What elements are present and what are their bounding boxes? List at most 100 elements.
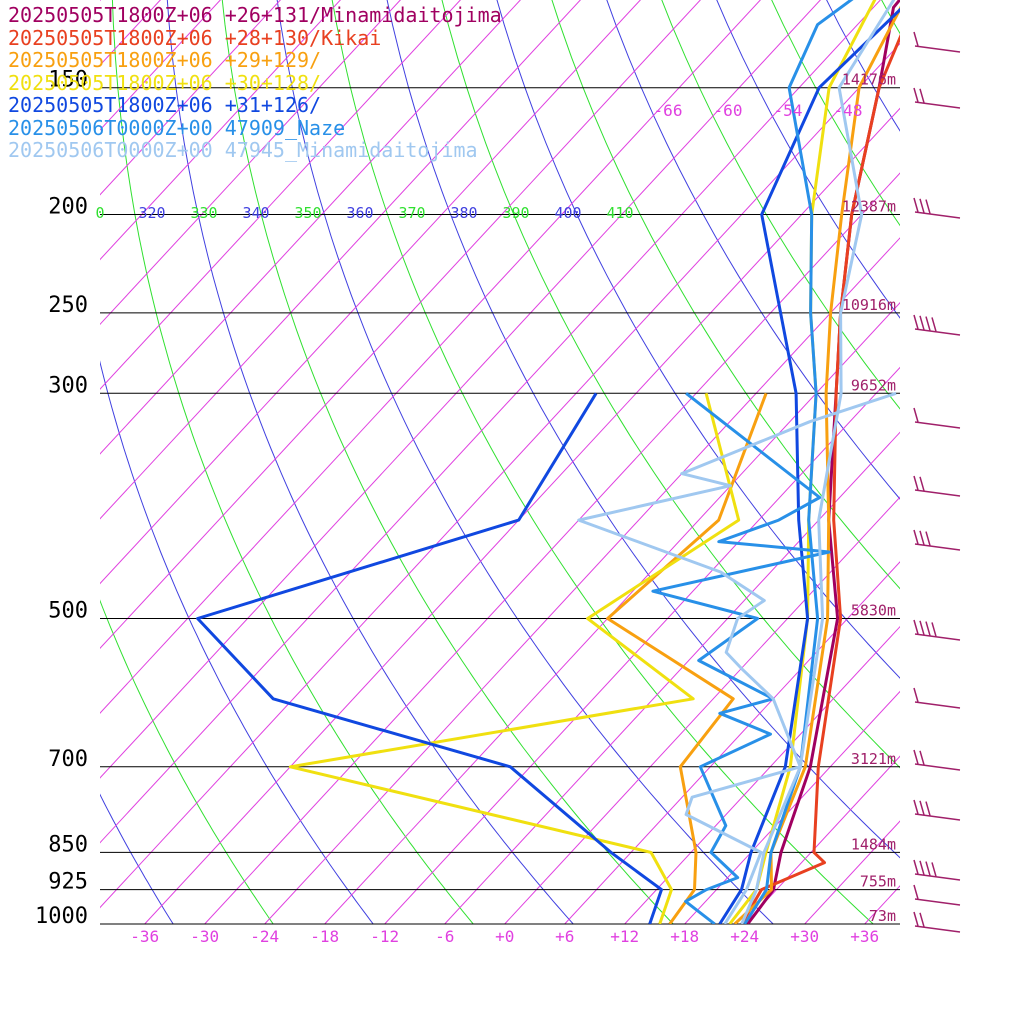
barb-shaft: [914, 421, 961, 429]
temperature-line: [740, 33, 900, 924]
wind-barb: [913, 619, 961, 641]
dry-adiabat: [100, 360, 374, 924]
barb-flag: [925, 621, 931, 636]
barb-flag: [913, 884, 919, 900]
isotherm: [384, 366, 900, 924]
theta-label: 410: [606, 204, 633, 222]
barb-flag: [925, 531, 931, 546]
barb-flag: [919, 530, 925, 546]
barb-flag: [913, 911, 919, 927]
isotherm: [744, 755, 900, 924]
legend-item: 20250506T0000Z+00 47945_Minamidaitojima: [8, 138, 478, 162]
barb-flag: [913, 799, 919, 815]
temp-tick-label: +18: [670, 927, 699, 946]
legend-item: 20250505T1800Z+06 +31+126/: [8, 93, 322, 117]
barb-flag: [919, 750, 925, 766]
wind-barb: [913, 314, 961, 336]
isotherm: [444, 431, 900, 924]
pressure-label: 300: [48, 373, 88, 398]
height-label: 73m: [869, 907, 896, 925]
temp-tick-label: +24: [730, 927, 759, 946]
wind-barb: [913, 407, 961, 429]
pressure-label: 500: [48, 598, 88, 623]
temp-tick-label: +36: [850, 927, 879, 946]
barb-shaft: [914, 701, 961, 709]
pressure-label: 200: [48, 195, 88, 220]
temp-tick-label: -30: [190, 927, 219, 946]
isotherm: [324, 301, 900, 924]
theta-label: 340: [242, 204, 269, 222]
wind-barb: [913, 475, 961, 497]
barb-flag: [919, 476, 925, 492]
height-label: 10916m: [842, 296, 896, 314]
temp-tick-label: +30: [790, 927, 819, 946]
upper-temp-label: -60: [714, 101, 743, 120]
temp-tick-label: -36: [130, 927, 159, 946]
temperature-line: [740, 0, 896, 924]
legend: 20250505T1800Z+06 +26+131/Minamidaitojim…: [8, 4, 502, 162]
isotherm: [985, 0, 1024, 924]
isotherm: [564, 561, 900, 924]
wind-barb: [913, 87, 961, 109]
legend-item: 20250505T1800Z+06 +30+128/: [8, 70, 322, 95]
barb-flag: [931, 622, 937, 637]
wind-barb: [913, 884, 961, 906]
height-label: 755m: [860, 873, 896, 891]
height-label: 5830m: [851, 601, 896, 619]
dewpoint-line: [288, 392, 741, 924]
temp-tick-label: -18: [310, 927, 339, 946]
height-label: 9652m: [851, 376, 896, 394]
legend-item: 20250505T1800Z+06 +28+130/Kikai: [8, 25, 382, 50]
legend-item: 20250505T1800Z+06 +26+131/Minamidaitojim…: [8, 3, 502, 27]
wind-barb: [913, 859, 961, 881]
isotherm: [864, 885, 900, 924]
isotherm: [804, 820, 900, 924]
barb-flag: [913, 687, 919, 703]
barb-shaft: [914, 873, 961, 881]
barb-shaft: [914, 45, 961, 53]
barb-flag: [919, 88, 925, 104]
barb-shaft: [914, 925, 961, 933]
pressure-label: 850: [48, 832, 88, 857]
barb-flag: [913, 749, 919, 765]
barb-flag: [913, 407, 919, 423]
temp-tick-label: -24: [250, 927, 279, 946]
dewpoint-line: [196, 392, 663, 924]
wind-barb: [913, 911, 961, 933]
barb-flag: [919, 315, 925, 331]
temp-tick-label: +6: [555, 927, 574, 946]
theta-label: 360: [346, 204, 373, 222]
axis-labels: 10016564m15014176m20012387m25010916m3009…: [35, 68, 896, 946]
barb-flag: [913, 197, 919, 213]
barb-shaft: [914, 101, 961, 109]
wind-barb: [913, 799, 961, 821]
upper-temp-label: -54: [774, 101, 803, 120]
barb-flag: [913, 87, 919, 103]
barb-shaft: [914, 633, 961, 641]
pressure-label: 250: [48, 293, 88, 318]
barb-flag: [925, 861, 931, 876]
dry-adiabat: [762, 0, 1024, 924]
theta-label: 380: [450, 204, 477, 222]
barb-shaft: [914, 328, 961, 336]
barb-shaft: [914, 898, 961, 906]
wind-barb: [913, 687, 961, 709]
barb-flag: [919, 800, 925, 816]
theta-label: 330: [190, 204, 217, 222]
dewpoint-line: [577, 391, 897, 924]
barb-flag: [919, 860, 925, 876]
barb-flag: [931, 317, 937, 332]
dry-adiabat: [100, 793, 174, 924]
temp-tick-label: -6: [435, 927, 454, 946]
wind-barb: [913, 31, 961, 53]
dewpoint-line: [651, 392, 831, 924]
barb-flag: [931, 862, 937, 877]
barb-shaft: [914, 813, 961, 821]
theta-label: 350: [294, 204, 321, 222]
barb-flag: [913, 859, 919, 875]
isotherm: [925, 0, 1024, 924]
wind-barb: [913, 749, 961, 771]
barb-flag: [919, 620, 925, 636]
barb-flag: [913, 31, 919, 47]
